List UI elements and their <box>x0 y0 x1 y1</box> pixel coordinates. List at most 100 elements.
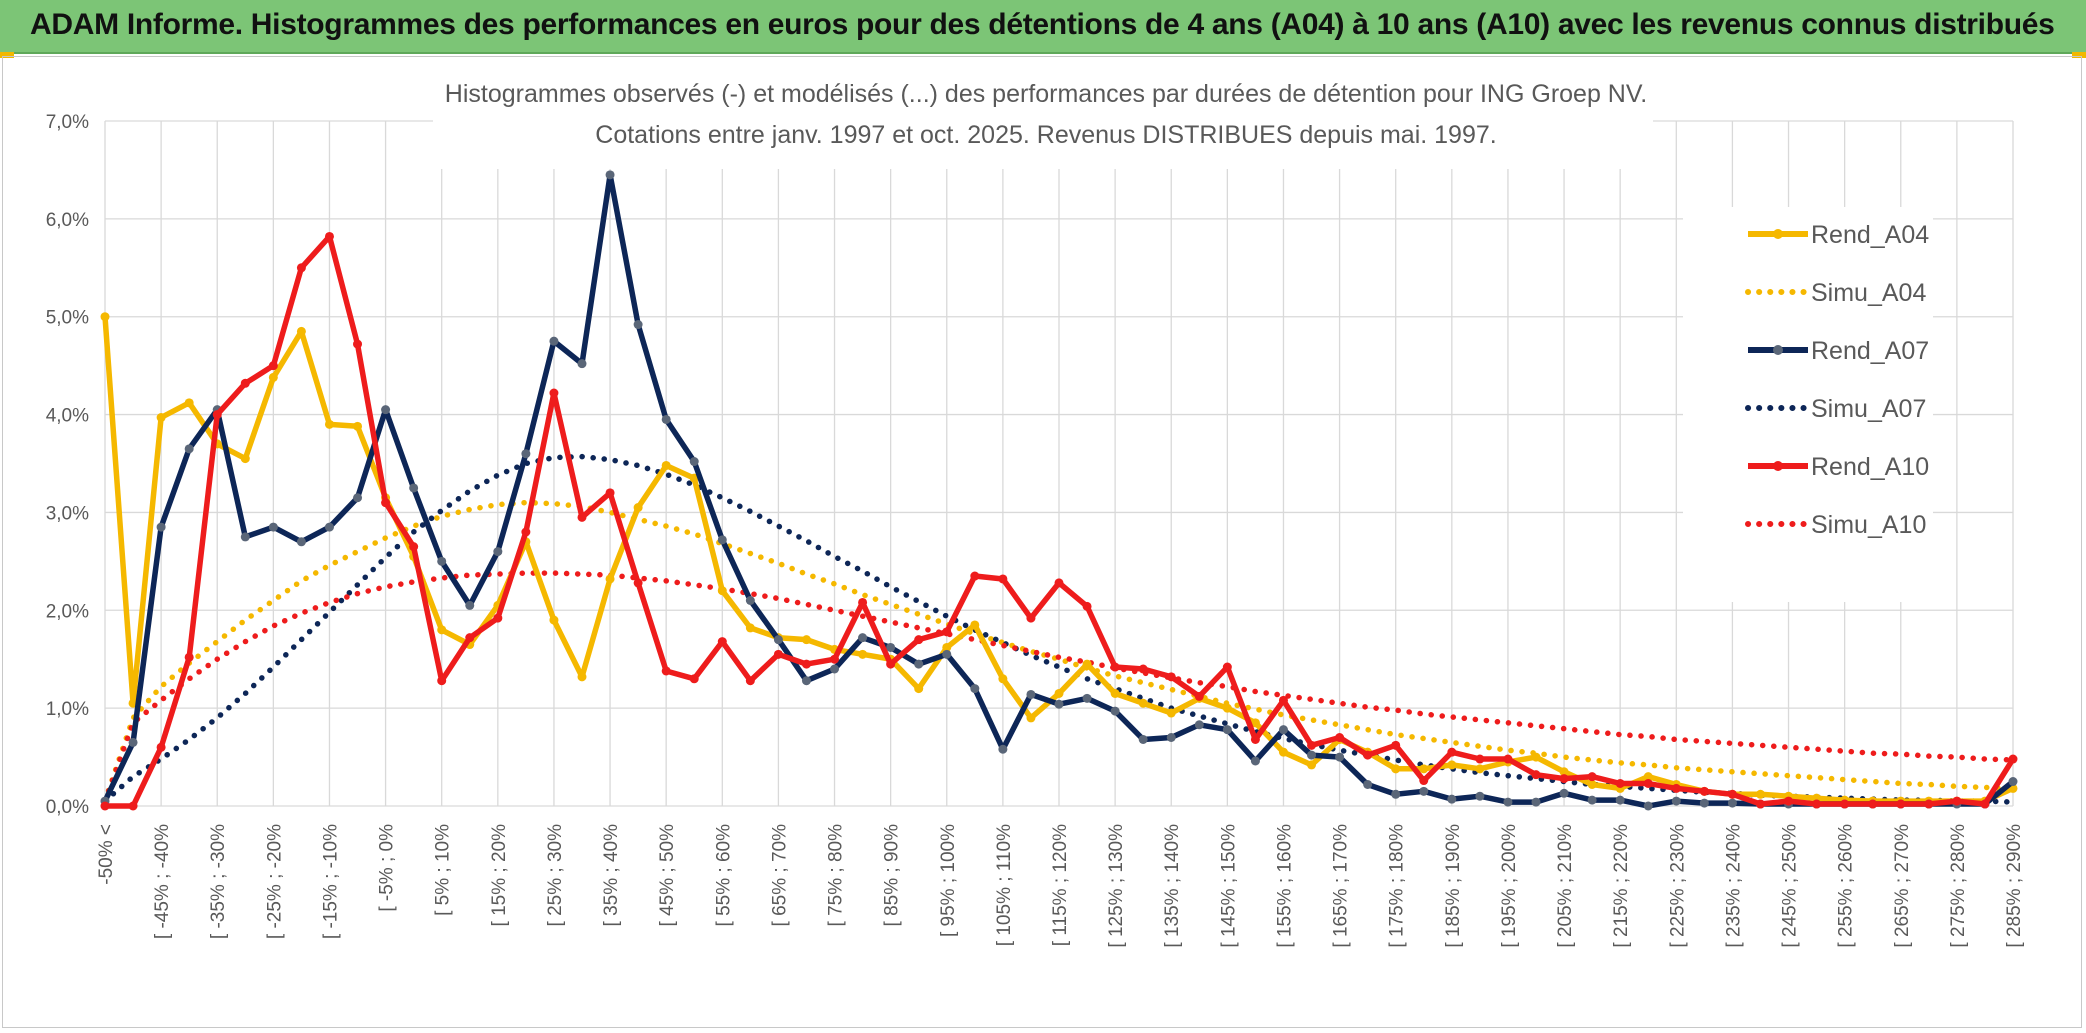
data-point <box>521 449 531 459</box>
data-point <box>1054 578 1064 588</box>
x-tick-label: [ 145% ; 150% <box>1218 824 1239 948</box>
data-point <box>1587 772 1597 782</box>
x-tick-label: [ 225% ; 230% <box>1667 824 1688 948</box>
data-point <box>801 676 811 686</box>
data-point <box>661 666 671 676</box>
data-point <box>1671 783 1681 793</box>
data-point <box>549 615 559 625</box>
data-point <box>1503 797 1513 807</box>
x-tick-label: [ 215% ; 220% <box>1611 824 1632 948</box>
data-point <box>353 421 363 431</box>
x-tick-label: [ 85% ; 90% <box>882 824 903 927</box>
data-point <box>1475 764 1485 774</box>
legend-marker <box>1773 461 1783 471</box>
data-point <box>1391 740 1401 750</box>
x-tick-label: [ 245% ; 250% <box>1780 824 1801 948</box>
data-point <box>577 672 587 682</box>
data-point <box>1082 659 1092 669</box>
data-point <box>324 231 334 241</box>
data-point <box>1643 778 1653 788</box>
data-point <box>914 635 924 645</box>
chart-title-line: Histogrammes observés (-) et modélisés (… <box>445 80 1647 108</box>
data-point <box>1138 734 1148 744</box>
data-point <box>296 537 306 547</box>
data-point <box>1250 734 1260 744</box>
data-point <box>858 649 868 659</box>
data-point <box>100 312 110 322</box>
data-point <box>1419 776 1429 786</box>
data-point <box>156 413 166 423</box>
legend-label: Rend_A04 <box>1811 221 1929 249</box>
x-tick-label: [ 285% ; 290% <box>2004 824 2025 948</box>
x-tick-label: [ 35% ; 40% <box>601 824 622 927</box>
data-point <box>661 414 671 424</box>
data-point <box>1054 688 1064 698</box>
data-point <box>1559 767 1569 777</box>
data-point <box>240 378 250 388</box>
data-point <box>577 512 587 522</box>
x-tick-label: [ 255% ; 260% <box>1836 824 1857 948</box>
x-tick-label: [ 25% ; 30% <box>545 824 566 927</box>
x-tick-label: [ 105% ; 110% <box>994 824 1015 946</box>
data-point <box>970 684 980 694</box>
data-point <box>633 578 643 588</box>
x-tick-label: [ 185% ; 190% <box>1443 824 1464 948</box>
data-point <box>1531 752 1541 762</box>
data-point <box>1054 699 1064 709</box>
report-title: ADAM Informe. Histogrammes des performan… <box>30 8 2055 41</box>
data-point <box>437 556 447 566</box>
legend-marker <box>1773 229 1783 239</box>
line-chart: 0,0% 1,0% 2,0% 3,0% 4,0% 5,0% 6,0% 7,0% -50% < [ … <box>46 67 2025 948</box>
data-point <box>1250 718 1260 728</box>
data-point <box>661 460 671 470</box>
data-point <box>1531 797 1541 807</box>
data-point <box>1250 756 1260 766</box>
x-tick-label: [ 55% ; 60% <box>713 824 734 927</box>
data-point <box>268 361 278 371</box>
data-point <box>942 642 952 652</box>
data-point <box>521 527 531 537</box>
chart-title-background <box>433 67 1653 169</box>
data-point <box>942 649 952 659</box>
x-tick-label: [ 65% ; 70% <box>769 824 790 927</box>
data-point <box>465 600 475 610</box>
data-point <box>1840 799 1850 809</box>
data-point <box>1531 770 1541 780</box>
data-point <box>212 410 222 420</box>
x-tick-label: [ 125% ; 130% <box>1106 824 1127 948</box>
data-point <box>1307 750 1317 760</box>
data-point <box>493 547 503 557</box>
x-tick-label: [ 155% ; 160% <box>1274 824 1295 948</box>
data-point <box>970 620 980 630</box>
data-point <box>1419 764 1429 774</box>
data-point <box>128 801 138 811</box>
data-point <box>1615 778 1625 788</box>
data-point <box>745 676 755 686</box>
data-point <box>1447 794 1457 804</box>
data-point <box>1194 691 1204 701</box>
data-point <box>773 635 783 645</box>
x-tick-label: [ -45% ; -40% <box>152 824 173 939</box>
data-point <box>1447 747 1457 757</box>
data-point <box>998 744 1008 754</box>
data-point <box>240 454 250 464</box>
data-point <box>296 326 306 336</box>
data-point <box>1559 774 1569 784</box>
data-point <box>100 801 110 811</box>
data-point <box>717 637 727 647</box>
data-point <box>1166 672 1176 682</box>
data-point <box>1138 698 1148 708</box>
legend-item-simu-a04: Simu_A04 <box>1745 279 1926 307</box>
data-point <box>970 571 980 581</box>
data-point <box>1335 733 1345 742</box>
data-point <box>717 586 727 596</box>
data-point <box>830 664 840 674</box>
legend-background <box>1683 207 1933 602</box>
data-point <box>1784 796 1794 806</box>
data-point <box>886 659 896 669</box>
data-point <box>156 742 166 752</box>
data-point <box>998 574 1008 584</box>
data-point <box>1222 703 1232 713</box>
data-point <box>605 574 615 584</box>
y-tick-label: 0,0% <box>46 797 89 818</box>
